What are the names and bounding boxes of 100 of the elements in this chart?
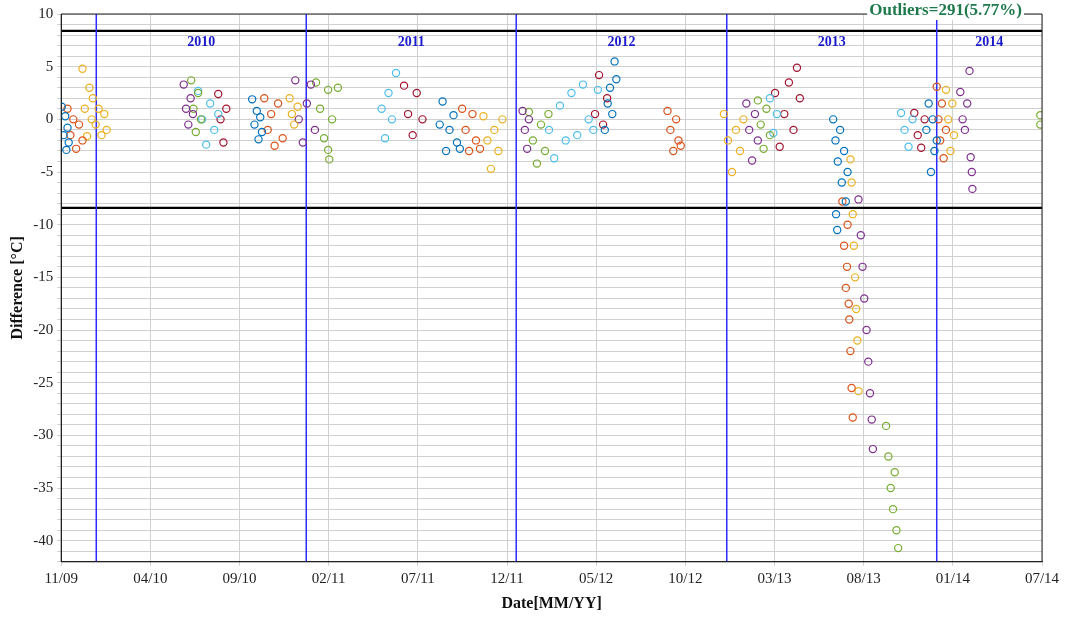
y-axis-title: Difference [°C] [7,236,25,340]
point [186,94,195,103]
point [520,125,530,135]
point [187,76,196,85]
point [958,115,967,124]
point [848,413,857,422]
point [900,125,909,135]
point [888,504,898,514]
point [854,195,863,204]
point [844,299,853,308]
point [934,115,943,124]
point [956,87,965,97]
point [851,304,861,314]
point [441,146,451,156]
x-tick-label: 07/14 [1024,569,1060,586]
point [602,94,612,103]
y-tick-label: -10 [33,215,54,232]
point [256,113,265,122]
y-tick-label: -5 [40,162,54,179]
point [78,136,87,145]
x-axis-title: Date[MM/YY] [501,593,602,611]
point [968,184,977,194]
point [578,80,588,89]
point [676,141,685,150]
point [967,167,977,177]
point [528,136,538,145]
x-tick-label: 12/11 [490,569,524,586]
point [849,241,859,250]
point [306,80,316,89]
point [867,415,876,424]
y-tick-label: -20 [33,320,54,337]
x-tick-label: 11/09 [44,569,79,586]
x-tick-label: 02/11 [311,569,346,586]
point [839,241,849,250]
point [765,130,775,140]
point [669,146,678,156]
x-tick-label: 03/13 [757,569,792,586]
point [598,120,608,129]
point [845,315,854,324]
point [63,104,72,114]
y-tick-label: 5 [45,57,54,74]
point [252,106,261,116]
point [600,125,610,135]
point [291,76,300,85]
point [94,104,103,114]
point [293,102,302,111]
point [753,136,763,145]
point [377,104,386,114]
point [205,99,215,108]
annotation: 2010 [187,34,216,50]
point [908,115,917,124]
annotation: 2012 [607,34,636,50]
y-tick-label: 10 [38,4,54,21]
point [792,63,802,72]
point [561,136,570,145]
point [63,123,72,132]
point [833,225,842,235]
point [71,144,81,154]
point [69,115,78,124]
point [910,108,919,118]
point [960,125,970,135]
annotation: Outliers=291(5.77%) [869,0,1022,20]
point [64,138,73,147]
point [97,130,106,140]
point [549,154,559,163]
point [214,109,223,119]
point [319,134,329,143]
point [263,125,272,135]
point [742,99,751,108]
point [603,99,612,108]
point [445,125,454,135]
point [399,81,409,90]
point [273,99,283,108]
point [608,109,617,119]
x-tick-label: 08/13 [846,569,881,586]
point [890,468,899,477]
point [913,130,922,140]
point [498,115,507,124]
point [835,125,845,135]
point [289,120,299,129]
point [663,106,672,116]
point [948,99,957,108]
point [302,99,312,108]
x-tick-label: 04/10 [133,569,168,586]
point [85,83,94,92]
point [247,95,257,104]
point [666,125,675,135]
point [886,483,895,493]
point [935,136,945,145]
point [475,144,485,154]
point [594,70,604,80]
point [965,66,974,76]
point [479,111,488,121]
point [858,262,867,272]
point [841,197,851,206]
point [589,125,598,135]
point [66,130,75,140]
point [524,115,534,124]
point [483,136,492,145]
point [408,130,417,140]
